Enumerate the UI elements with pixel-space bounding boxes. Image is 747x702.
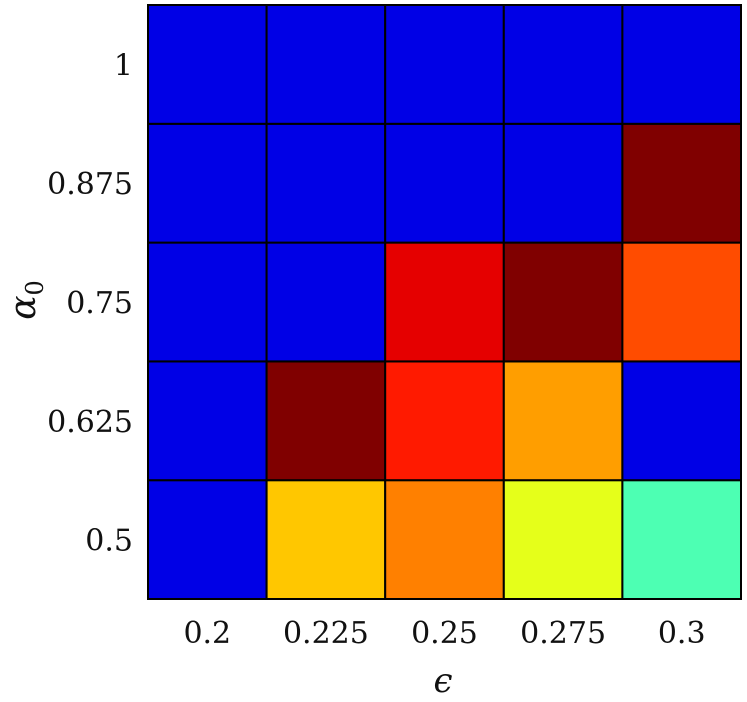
heatmap-cell-1-0.225 (265, 4, 387, 125)
x-axis-label: ϵ (433, 661, 452, 701)
heatmap-cell-0.75-0.2 (147, 241, 268, 363)
heatmap-cell-0.75-0.3 (621, 241, 743, 363)
x-tick-label: 0.25 (411, 616, 478, 651)
heatmap-cell-1-0.2 (147, 4, 268, 125)
heatmap-cell-0.5-0.2 (147, 479, 268, 601)
heatmap-cell-0.875-0.225 (265, 122, 387, 244)
heatmap-cell-0.625-0.3 (621, 360, 743, 482)
y-tick-labels: 0.5 0.625 0.75 0.875 1 (47, 48, 133, 558)
y-axis-label: α0 (3, 280, 49, 320)
x-tick-label: 0.225 (283, 616, 369, 651)
heatmap-cell-0.625-0.275 (502, 360, 624, 482)
heatmap-cell-0.875-0.25 (384, 122, 505, 244)
x-tick-labels: 0.2 0.225 0.25 0.275 0.3 (183, 616, 705, 651)
y-tick-label: 0.875 (47, 167, 133, 202)
heatmap-cell-0.75-0.25 (384, 241, 505, 363)
heatmap-cell-0.5-0.225 (265, 479, 387, 601)
heatmap-cell-1-0.3 (621, 4, 743, 125)
heatmap-cell-0.625-0.25 (384, 360, 505, 482)
heatmap-cell-1-0.25 (384, 4, 505, 125)
heatmap-cell-0.75-0.225 (265, 241, 387, 363)
heatmap-cell-0.875-0.3 (621, 122, 743, 244)
x-tick-label: 0.275 (520, 616, 606, 651)
heatmap-cell-0.625-0.225 (265, 360, 387, 482)
heatmap-cell-1-0.275 (502, 4, 624, 125)
y-tick-label: 0.75 (66, 286, 133, 321)
y-axis-label-subscript: 0 (21, 280, 49, 295)
heatmap-cell-0.625-0.2 (147, 360, 268, 482)
heatmap-cell-0.5-0.25 (384, 479, 505, 601)
y-tick-label: 0.625 (47, 405, 133, 440)
heatmap-cell-0.875-0.275 (502, 122, 624, 244)
heatmap-cell-0.5-0.275 (502, 479, 624, 601)
heatmap-cells (147, 4, 743, 601)
x-tick-label: 0.3 (658, 616, 706, 651)
y-tick-label: 0.5 (85, 524, 133, 559)
y-tick-label: 1 (114, 48, 133, 83)
heatmap-cell-0.875-0.2 (147, 122, 268, 244)
x-tick-label: 0.2 (183, 616, 231, 651)
y-axis-label-main: α (3, 295, 44, 319)
heatmap-cell-0.5-0.3 (621, 479, 743, 601)
heatmap-cell-0.75-0.275 (502, 241, 624, 363)
